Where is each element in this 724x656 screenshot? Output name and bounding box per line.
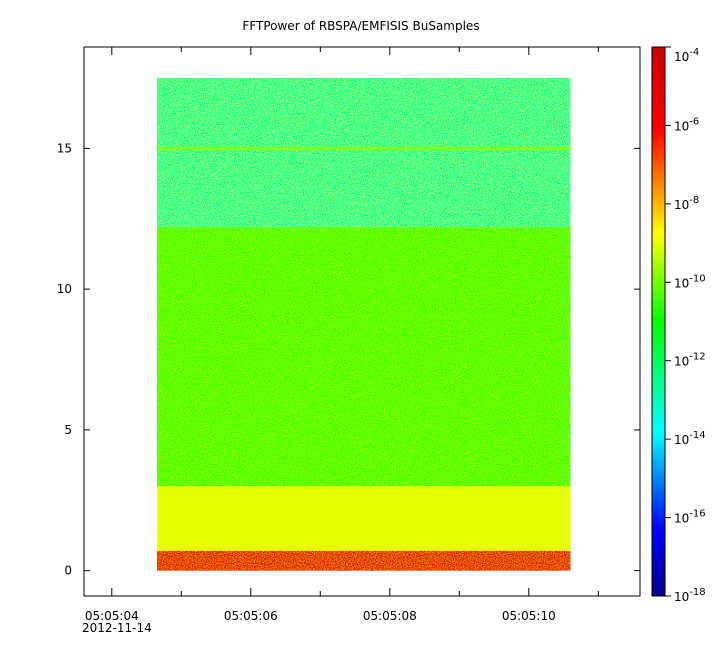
band-bottom xyxy=(156,550,571,571)
colorbar-tick-label: 10-10 xyxy=(674,273,706,290)
y-tick-label: 0 xyxy=(64,564,72,578)
colorbar-tick-exponent: -10 xyxy=(689,273,705,284)
colorbar-tick-label: 10-4 xyxy=(674,47,699,64)
y-axis: 0 5 10 15 xyxy=(57,141,640,578)
colorbar-tick-exponent: -4 xyxy=(689,47,699,58)
x-axis: 05:05:04 05:05:06 05:05:08 05:05:10 xyxy=(85,47,599,623)
x-axis-date-label: 2012-11-14 xyxy=(82,621,152,635)
spectrogram-bands xyxy=(156,77,571,571)
band-line-15 xyxy=(156,146,571,150)
colorbar xyxy=(651,46,666,597)
band-low xyxy=(156,486,571,551)
colorbar-tick-label: 10-12 xyxy=(674,352,706,369)
x-tick-label: 05:05:08 xyxy=(363,609,417,623)
colorbar-tick-label: 10-14 xyxy=(674,430,706,447)
colorbar-axis: 10-18 10-16 10-14 10-12 10-10 10-8 10-6 10-4 xyxy=(665,46,706,604)
y-tick-label: 5 xyxy=(64,423,72,437)
colorbar-tick-label: 10-16 xyxy=(674,509,706,526)
x-tick-label: 05:05:04 xyxy=(85,609,139,623)
colorbar-tick-exponent: -6 xyxy=(689,116,699,127)
y-tick-label: 10 xyxy=(57,282,72,296)
colorbar-tick-exponent: -16 xyxy=(689,509,705,520)
colorbar-tick-exponent: -8 xyxy=(689,195,699,206)
colorbar-tick-exponent: -18 xyxy=(689,587,705,598)
chart-title: FFTPower of RBSPA/EMFISIS BuSamples xyxy=(242,19,479,33)
x-tick-label: 05:05:06 xyxy=(224,609,278,623)
colorbar-tick-exponent: -14 xyxy=(689,430,705,441)
colorbar-tick-label: 10-6 xyxy=(674,116,699,133)
spectrogram-image xyxy=(156,77,571,571)
colorbar-tick-exponent: -12 xyxy=(689,352,705,363)
band-middle xyxy=(156,227,571,487)
y-tick-label: 15 xyxy=(57,141,72,155)
colorbar-tick-label: 10-18 xyxy=(674,587,706,604)
colorbar-tick-label: 10-8 xyxy=(674,195,699,212)
x-tick-label: 05:05:10 xyxy=(502,609,556,623)
band-upper xyxy=(156,77,571,228)
